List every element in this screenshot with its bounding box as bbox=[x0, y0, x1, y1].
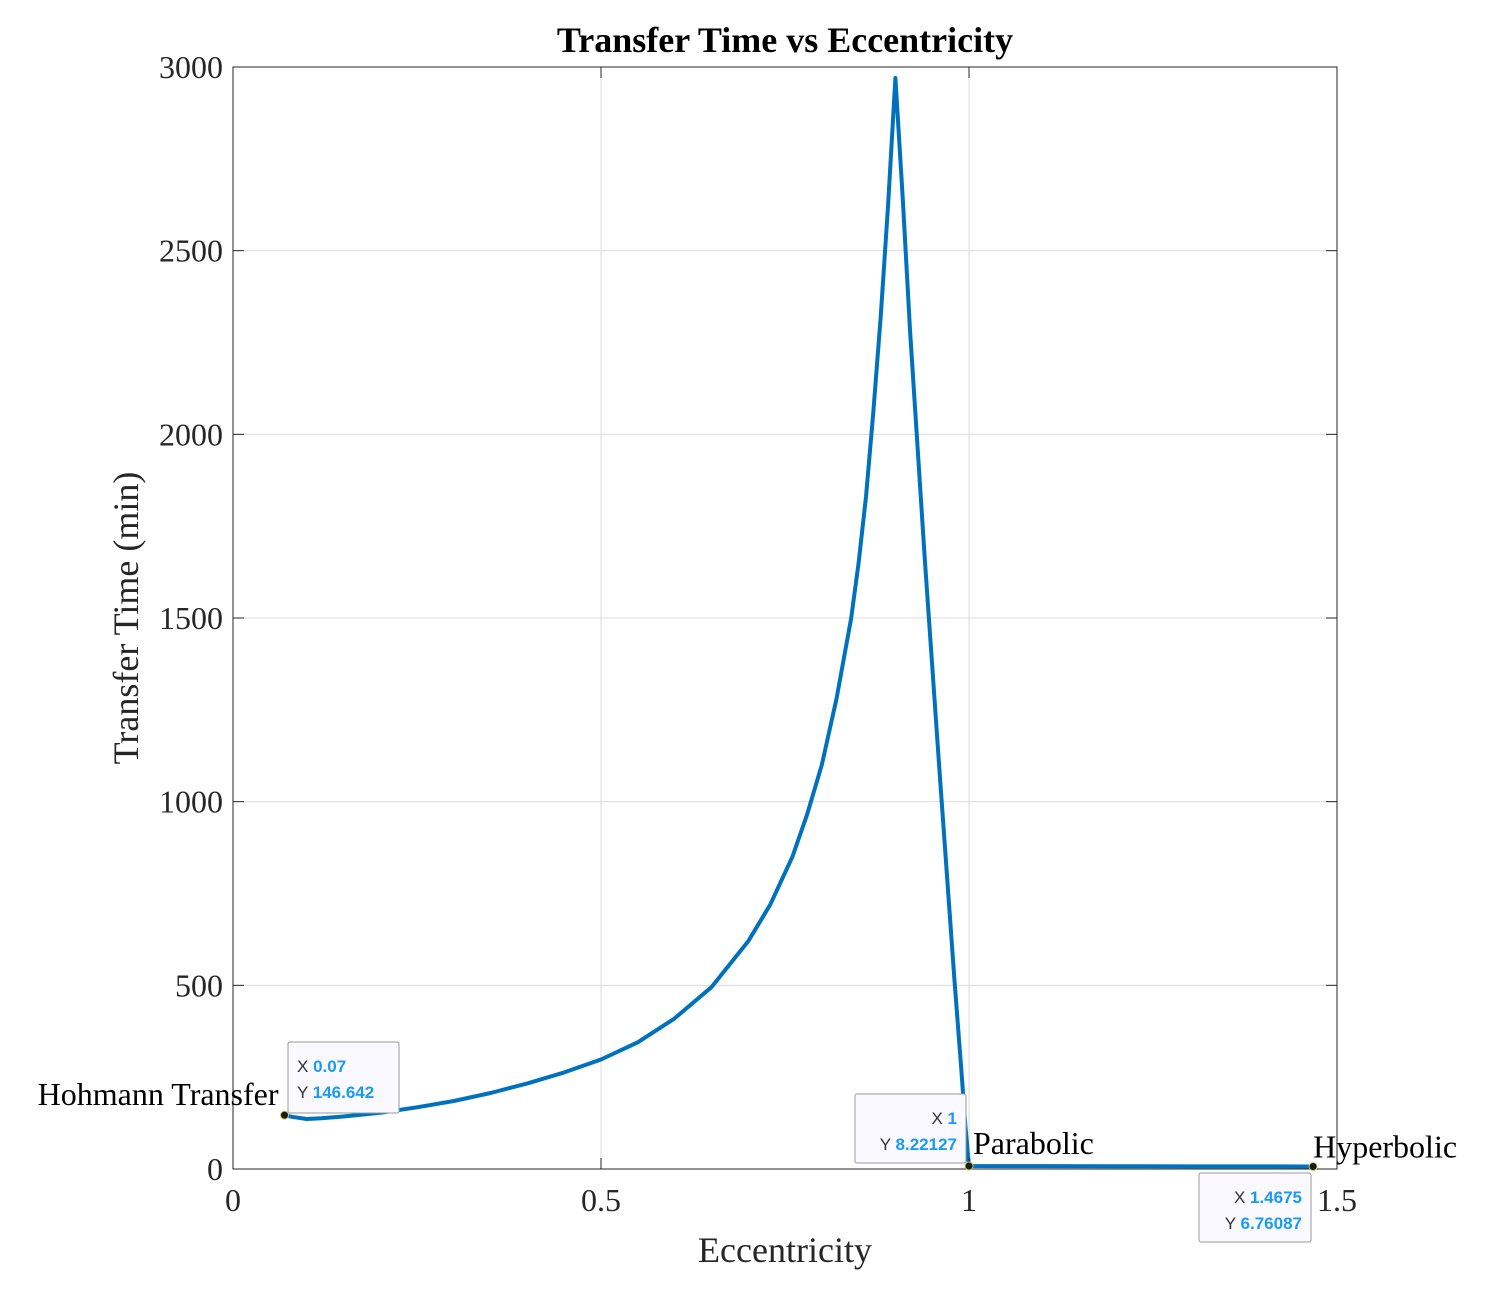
y-tick-label: 500 bbox=[175, 967, 223, 1003]
datatip-box bbox=[287, 1041, 400, 1114]
ticks: 0 0.5 1 1.5 0 500 1000 1500 2000 2500 3000 bbox=[159, 49, 1357, 1218]
datatip-box bbox=[1198, 1172, 1312, 1243]
x-tick-label: 0 bbox=[225, 1182, 241, 1218]
datatip-y-row: Y 6.76087 bbox=[1225, 1214, 1302, 1233]
datatip-x-row: X 1.4675 bbox=[1234, 1188, 1302, 1207]
datatip[interactable]: X 1.4675 Y 6.76087 bbox=[1198, 1162, 1318, 1243]
datatip-y-row: Y 8.22127 bbox=[880, 1135, 957, 1154]
annotation-label: Hyperbolic bbox=[1313, 1129, 1457, 1165]
annotations: Hohmann Transfer Parabolic Hyperbolic bbox=[38, 1076, 1457, 1164]
y-tick-label: 3000 bbox=[159, 49, 223, 85]
datatip[interactable]: X 1 Y 8.22127 bbox=[854, 1093, 974, 1171]
y-axis-label: Transfer Time (min) bbox=[106, 472, 146, 765]
x-tick-label: 1.5 bbox=[1317, 1182, 1357, 1218]
datatip-x-row: X 0.07 bbox=[297, 1057, 346, 1076]
y-tick-label: 2000 bbox=[159, 416, 223, 452]
x-axis-label: Eccentricity bbox=[698, 1230, 872, 1270]
grid-lines bbox=[233, 67, 1337, 1169]
x-tick-label: 0.5 bbox=[581, 1182, 621, 1218]
chart-title: Transfer Time vs Eccentricity bbox=[557, 20, 1013, 60]
annotation-label: Hohmann Transfer bbox=[38, 1076, 279, 1112]
datatip-y-row: Y 146.642 bbox=[297, 1083, 374, 1102]
y-tick-label: 1000 bbox=[159, 784, 223, 820]
datatips: X 0.07 Y 146.642 X 1 Y 8.22127 X 1.4675 Y 6.7… bbox=[280, 1041, 1318, 1243]
datatip[interactable]: X 0.07 Y 146.642 bbox=[280, 1041, 400, 1120]
y-tick-label: 0 bbox=[207, 1151, 223, 1187]
datatip-marker[interactable] bbox=[1308, 1162, 1318, 1172]
datatip-marker[interactable] bbox=[280, 1110, 290, 1120]
y-tick-label: 2500 bbox=[159, 233, 223, 269]
datatip-marker[interactable] bbox=[964, 1161, 974, 1171]
x-tick-label: 1 bbox=[961, 1182, 977, 1218]
y-tick-label: 1500 bbox=[159, 600, 223, 636]
annotation-label: Parabolic bbox=[973, 1125, 1094, 1161]
datatip-x-row: X 1 bbox=[931, 1109, 957, 1128]
datatip-box bbox=[854, 1093, 967, 1164]
